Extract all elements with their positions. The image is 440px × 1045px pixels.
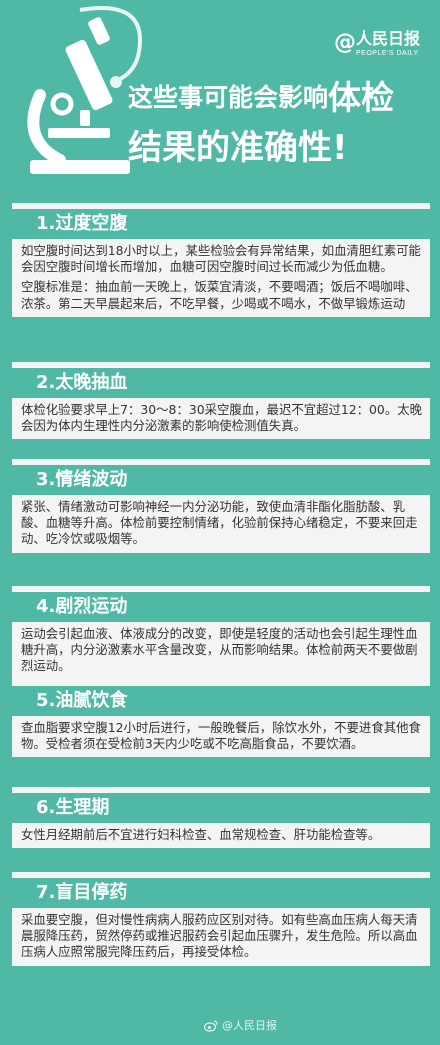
section-paragraph: 查血脂要求空腹12小时后进行，一般晚餐后，除饮水外，不要进食其他食物。受检者须在… <box>21 720 421 752</box>
section-heading: 6.生理期 <box>12 793 430 823</box>
section-body: 女性月经期前后不宜进行妇科检查、血常规检查、肝功能检查等。 <box>12 823 430 849</box>
section-body: 查血脂要求空腹12小时后进行，一般晚餐后，除饮水外，不要进食其他食物。受检者须在… <box>12 716 430 758</box>
section-top-band <box>12 586 430 592</box>
section-heading: 1.过度空腹 <box>12 209 430 239</box>
section-paragraph: 紧张、情绪激动可影响神经一内分泌功能，致使血清非酯化脂肪酸、乳酸、血糖等升高。体… <box>21 499 418 547</box>
section-top-band <box>12 459 430 465</box>
section-2: 2.太晚抽血 体检化验要求早上7：30～8：30采空腹血，最迟不宜超过12：00… <box>12 362 430 440</box>
section-4: 4.剧烈运动 运动会引起血液、体液成分的改变，即使是轻度的活动也会引起生理性血糖… <box>12 586 430 680</box>
section-heading: 7.盲目停药 <box>12 878 430 908</box>
title-line-1-a: 这些事可能会影响 <box>128 83 329 112</box>
brand-at-symbol: @ <box>334 30 356 55</box>
page-title: 这些事可能会影响体检 结果的准确性! <box>128 78 433 170</box>
section-heading: 5.油腻饮食 <box>12 686 430 716</box>
section-paragraph: 运动会引起血液、体液成分的改变，即使是轻度的活动也会引起生理性血糖升高，内分泌激… <box>21 626 418 674</box>
footer-watermark: @人民日报 <box>204 1018 277 1034</box>
brand-subtitle: PEOPLE'S DAILY <box>356 50 419 57</box>
section-heading: 4.剧烈运动 <box>12 592 430 622</box>
section-heading: 3.情绪波动 <box>12 465 430 495</box>
section-top-band <box>12 362 430 368</box>
section-heading: 2.太晚抽血 <box>12 368 430 398</box>
section-paragraph: 女性月经期前后不宜进行妇科检查、血常规检查、肝功能检查等。 <box>21 827 381 842</box>
section-paragraph: 空腹标准是：抽血前一天晚上，饭菜宜清淡，不要喝酒；饭后不喝咖啡、浓茶。第二天早晨… <box>21 279 418 311</box>
title-line-1-b: 体检 <box>328 78 395 117</box>
section-top-band <box>12 203 430 209</box>
section-body: 采血要空腹，但对慢性病病人服药应区别对待。如有些高血压病人每天清晨服降压药，贸然… <box>12 908 430 966</box>
section-top-band <box>12 680 430 686</box>
section-5: 5.油腻饮食 查血脂要求空腹12小时后进行，一般晚餐后，除饮水外，不要进食其他食… <box>12 680 430 758</box>
title-line-2: 结果的准确性! <box>128 128 348 168</box>
section-body: 如空腹时间达到18小时以上，某些检验会有异常结果，如血清胆红素可能会因空腹时间增… <box>12 239 430 317</box>
header: @ 人民日报 PEOPLE'S DAILY 这些事可能会影响体检 结果的准确性! <box>0 0 440 198</box>
section-body: 紧张、情绪激动可影响神经一内分泌功能，致使血清非酯化脂肪酸、乳酸、血糖等升高。体… <box>12 495 430 553</box>
section-3: 3.情绪波动 紧张、情绪激动可影响神经一内分泌功能，致使血清非酯化脂肪酸、乳酸、… <box>12 459 430 553</box>
section-1: 1.过度空腹 如空腹时间达到18小时以上，某些检验会有异常结果，如血清胆红素可能… <box>12 203 430 317</box>
section-paragraph: 如空腹时间达到18小时以上，某些检验会有异常结果，如血清胆红素可能会因空腹时间增… <box>21 243 421 275</box>
section-7: 7.盲目停药 采血要空腹，但对慢性病病人服药应区别对待。如有些高血压病人每天清晨… <box>12 872 430 966</box>
microscope-icon <box>27 6 143 174</box>
title-line-1: 这些事可能会影响体检 <box>128 78 433 118</box>
section-paragraph: 体检化验要求早上7：30～8：30采空腹血，最迟不宜超过12：00。太晚会因为体… <box>21 402 422 434</box>
section-body: 体检化验要求早上7：30～8：30采空腹血，最迟不宜超过12：00。太晚会因为体… <box>12 398 430 440</box>
weibo-icon <box>204 1020 218 1032</box>
footer-text: @人民日报 <box>222 1019 277 1032</box>
brand-logo: @ 人民日报 PEOPLE'S DAILY <box>334 28 430 62</box>
section-paragraph: 采血要空腹，但对慢性病病人服药应区别对待。如有些高血压病人每天清晨服降压药，贸然… <box>21 912 418 960</box>
section-top-band <box>12 787 430 793</box>
brand-name: 人民日报 <box>356 29 421 48</box>
section-top-band <box>12 872 430 878</box>
section-6: 6.生理期 女性月经期前后不宜进行妇科检查、血常规检查、肝功能检查等。 <box>12 787 430 849</box>
section-body: 运动会引起血液、体液成分的改变，即使是轻度的活动也会引起生理性血糖升高，内分泌激… <box>12 622 430 680</box>
